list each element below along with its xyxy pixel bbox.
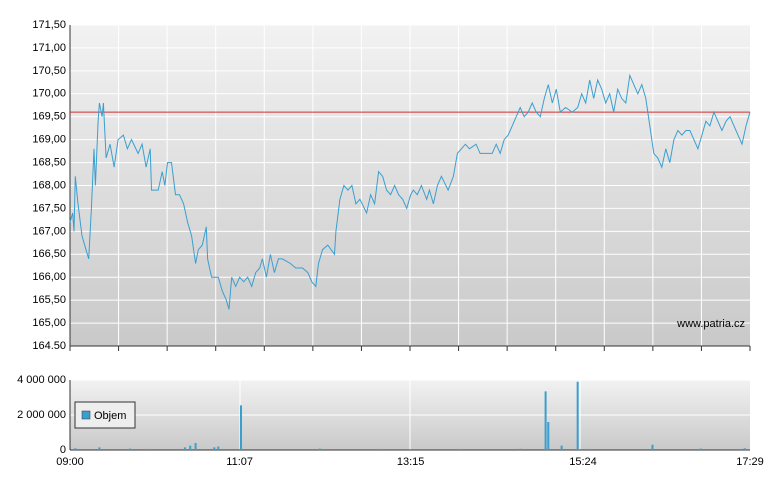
x-tick-label: 11:07 — [226, 456, 253, 468]
y-tick-label: 168,00 — [32, 179, 66, 191]
y-tick-label: 168,50 — [32, 156, 66, 168]
y-tick-label: 171,00 — [32, 42, 66, 54]
y-tick-label: 170,00 — [32, 88, 66, 100]
y-tick-label: 164.50 — [32, 340, 66, 352]
y-tick-label: 170,50 — [32, 65, 66, 77]
y-tick-label: 2 000 000 — [17, 409, 66, 421]
y-tick-label: 165,00 — [32, 317, 66, 329]
volume-bar — [194, 443, 197, 450]
y-tick-label: 169,50 — [32, 111, 66, 123]
volume-bar — [519, 448, 522, 450]
volume-bar — [544, 391, 547, 450]
volume-bar — [699, 448, 702, 450]
volume-bar — [217, 446, 220, 450]
x-tick-label: 13:15 — [397, 456, 425, 468]
volume-bar — [560, 445, 563, 450]
y-tick-label: 171,50 — [32, 19, 66, 31]
volume-bar — [743, 448, 746, 450]
volume-bar — [98, 447, 101, 450]
y-tick-label: 166,00 — [32, 271, 66, 283]
y-tick-label: 169,00 — [32, 134, 66, 146]
legend-label: Objem — [94, 410, 126, 422]
y-tick-label: 166,50 — [32, 248, 66, 260]
watermark: www.patria.cz — [676, 318, 745, 330]
volume-bar — [189, 445, 192, 450]
x-tick-label: 09:00 — [56, 456, 84, 468]
volume-bar — [129, 448, 132, 450]
volume-bar — [149, 448, 152, 450]
legend-swatch — [81, 410, 91, 420]
volume-bar — [183, 447, 186, 450]
volume-bar — [651, 444, 654, 450]
x-tick-label: 17:29 — [736, 456, 764, 468]
volume-bar — [547, 422, 550, 450]
y-tick-label: 0 — [60, 444, 66, 456]
price-line — [69, 73, 751, 310]
y-tick-label: 167,00 — [32, 225, 66, 237]
y-tick-label: 4 000 000 — [17, 374, 66, 386]
volume-bar — [213, 447, 216, 450]
volume-bar — [588, 448, 591, 450]
volume-bar — [459, 448, 462, 450]
volume-bar — [74, 448, 77, 450]
x-tick-label: 15:24 — [569, 456, 597, 468]
volume-bar — [318, 448, 321, 450]
volume-bar — [378, 448, 381, 450]
volume-bar — [576, 381, 579, 450]
volume-bar — [240, 405, 243, 450]
y-tick-label: 165,50 — [32, 294, 66, 306]
y-tick-label: 167,50 — [32, 202, 66, 214]
